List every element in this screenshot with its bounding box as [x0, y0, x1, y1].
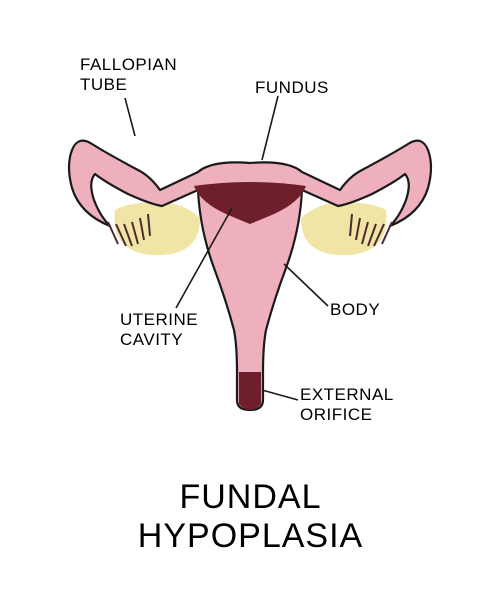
title-line-1: FUNDAL — [179, 478, 321, 516]
diagram-title: FUNDAL HYPOPLASIA — [0, 478, 501, 556]
title-line-2: HYPOPLASIA — [138, 517, 363, 555]
label-fundus: FUNDUS — [255, 78, 329, 98]
diagram-stage: FALLOPIAN TUBE FUNDUS UTERINE CAVITY BOD… — [0, 0, 501, 600]
label-external-orifice: EXTERNAL ORIFICE — [300, 385, 394, 424]
external-orifice — [239, 372, 261, 410]
label-fallopian-tube: FALLOPIAN TUBE — [80, 55, 177, 94]
ovary-left — [114, 202, 200, 255]
label-body: BODY — [330, 300, 380, 320]
uterus-body — [69, 141, 431, 410]
label-uterine-cavity: UTERINE CAVITY — [120, 310, 198, 349]
